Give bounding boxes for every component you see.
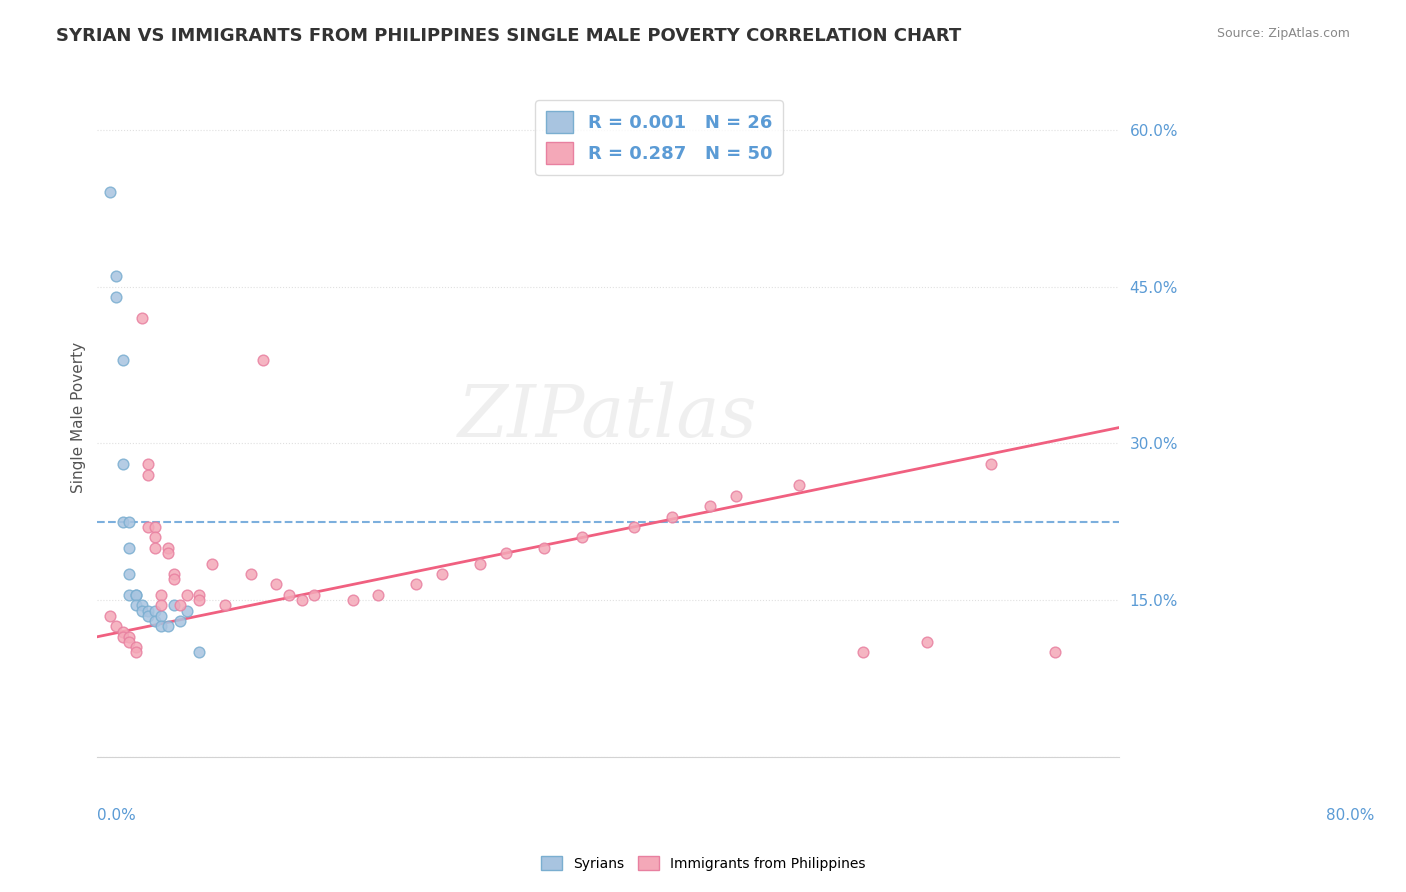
Point	[131, 310, 153, 325]
Text: SYRIAN VS IMMIGRANTS FROM PHILIPPINES SINGLE MALE POVERTY CORRELATION CHART: SYRIAN VS IMMIGRANTS FROM PHILIPPINES SI…	[56, 27, 962, 45]
Point	[111, 515, 134, 529]
Point	[118, 515, 141, 529]
Point	[188, 593, 211, 607]
Point	[124, 645, 146, 659]
Point	[138, 457, 160, 471]
Point	[169, 599, 191, 613]
Point	[699, 499, 721, 513]
Point	[150, 599, 173, 613]
Point	[623, 520, 645, 534]
Point	[724, 489, 747, 503]
Point	[163, 599, 186, 613]
Text: Source: ZipAtlas.com: Source: ZipAtlas.com	[1216, 27, 1350, 40]
Point	[533, 541, 555, 555]
Point	[169, 614, 191, 628]
Point	[571, 530, 593, 544]
Point	[264, 577, 287, 591]
Point	[291, 593, 314, 607]
Point	[143, 604, 166, 618]
Point	[367, 588, 389, 602]
Point	[124, 640, 146, 655]
Point	[138, 467, 160, 482]
Point	[277, 588, 299, 602]
Point	[111, 630, 134, 644]
Point	[143, 520, 166, 534]
Point	[201, 557, 224, 571]
Text: 0.0%: 0.0%	[97, 808, 136, 823]
Point	[915, 635, 938, 649]
Point	[405, 577, 427, 591]
Point	[131, 599, 153, 613]
Point	[150, 588, 173, 602]
Point	[661, 509, 683, 524]
Point	[111, 352, 134, 367]
Point	[131, 604, 153, 618]
Point	[188, 645, 211, 659]
Point	[239, 567, 262, 582]
Text: ZIPatlas: ZIPatlas	[458, 382, 758, 452]
Point	[124, 588, 146, 602]
Point	[118, 541, 141, 555]
Point	[124, 588, 146, 602]
Point	[150, 619, 173, 633]
Point	[156, 619, 179, 633]
Point	[118, 635, 141, 649]
Point	[118, 588, 141, 602]
Point	[124, 599, 146, 613]
Point	[188, 588, 211, 602]
Point	[304, 588, 326, 602]
Point	[111, 624, 134, 639]
Point	[138, 608, 160, 623]
Point	[98, 186, 121, 200]
Point	[143, 614, 166, 628]
Point	[105, 290, 128, 304]
Point	[176, 588, 198, 602]
Point	[852, 645, 875, 659]
Point	[156, 546, 179, 560]
Point	[118, 567, 141, 582]
Point	[214, 599, 236, 613]
Legend: R = 0.001   N = 26, R = 0.287   N = 50: R = 0.001 N = 26, R = 0.287 N = 50	[536, 100, 783, 175]
Point	[105, 619, 128, 633]
Point	[143, 530, 166, 544]
Point	[430, 567, 453, 582]
Text: 80.0%: 80.0%	[1326, 808, 1374, 823]
Point	[163, 567, 186, 582]
Point	[252, 352, 274, 367]
Point	[143, 541, 166, 555]
Legend: Syrians, Immigrants from Philippines: Syrians, Immigrants from Philippines	[536, 850, 870, 876]
Point	[111, 457, 134, 471]
Point	[176, 604, 198, 618]
Point	[98, 608, 121, 623]
Point	[138, 520, 160, 534]
Point	[470, 557, 492, 571]
Point	[118, 630, 141, 644]
Point	[495, 546, 517, 560]
Point	[789, 478, 811, 492]
Point	[156, 541, 179, 555]
Point	[1043, 645, 1066, 659]
Point	[342, 593, 364, 607]
Point	[163, 572, 186, 586]
Y-axis label: Single Male Poverty: Single Male Poverty	[72, 342, 86, 492]
Point	[105, 268, 128, 283]
Point	[980, 457, 1002, 471]
Point	[150, 608, 173, 623]
Point	[138, 604, 160, 618]
